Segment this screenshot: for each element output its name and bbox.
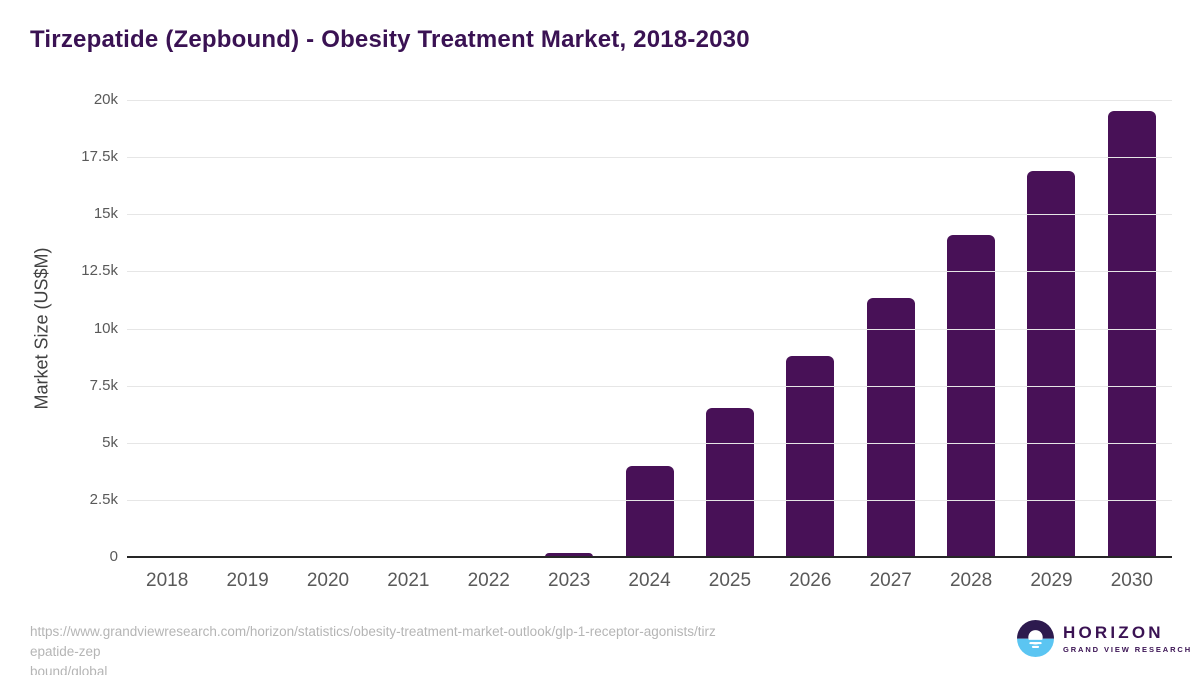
bar-column-2023 xyxy=(529,100,609,557)
y-axis-labels: 0 2.5k 5k 7.5k 10k 12.5k 15k 17.5k 20k xyxy=(0,91,118,565)
source-url-line2: bound/global xyxy=(30,664,108,675)
y-axis-tick-label: 10k xyxy=(93,319,118,337)
bar-2026[interactable] xyxy=(786,355,835,557)
horizon-sun-icon xyxy=(1017,620,1054,657)
y-axis-tick-label: 15k xyxy=(93,205,118,223)
bar-column-2027 xyxy=(851,100,931,557)
gridline xyxy=(127,157,1172,159)
y-axis-tick-label: 12.5k xyxy=(81,262,118,280)
x-axis-tick-label: 2024 xyxy=(628,570,671,591)
bar-2023[interactable] xyxy=(545,552,594,557)
x-axis-labels: 2018 2019 2020 2021 2022 2023 2024 2025 2026 2027… xyxy=(127,570,1172,592)
bar-column-2028 xyxy=(931,100,1011,557)
bar-column-2030 xyxy=(1092,100,1172,557)
gridline xyxy=(127,328,1172,330)
logo-subtitle: GRAND VIEW RESEARCH xyxy=(1063,644,1193,654)
gridline xyxy=(127,385,1172,387)
y-axis-tick-label: 7.5k xyxy=(89,376,118,394)
bar-column-2025 xyxy=(690,100,770,557)
gridline xyxy=(127,271,1172,273)
gridline xyxy=(127,442,1172,444)
gridline xyxy=(127,214,1172,216)
x-axis-tick-label: 2025 xyxy=(708,570,752,591)
x-axis-tick-label: 2027 xyxy=(869,570,912,591)
bars-row xyxy=(127,100,1172,557)
gridline xyxy=(127,100,1172,101)
bar-column-2024 xyxy=(609,100,689,557)
y-axis-tick-label: 20k xyxy=(93,91,118,108)
x-axis-baseline xyxy=(127,556,1172,558)
bar-2025[interactable] xyxy=(705,408,754,557)
plot-area xyxy=(127,100,1172,558)
x-axis-tick-label: 2023 xyxy=(548,570,591,591)
bar-2030[interactable] xyxy=(1107,110,1156,557)
logo-name: HORIZON xyxy=(1063,622,1164,642)
x-axis-tick-label: 2021 xyxy=(387,570,430,591)
y-axis-tick-label: 5k xyxy=(102,433,118,451)
bar-2029[interactable] xyxy=(1027,170,1076,557)
x-axis-tick-label: 2022 xyxy=(467,570,510,591)
y-axis-tick-label: 2.5k xyxy=(89,490,118,508)
source-url: https://www.grandviewresearch.com/horizo… xyxy=(30,622,720,675)
bar-column-2029 xyxy=(1011,100,1091,557)
y-axis-tick-label: 0 xyxy=(109,548,118,565)
chart-title: Tirzepatide (Zepbound) - Obesity Treatme… xyxy=(30,26,750,53)
bar-column-2026 xyxy=(770,100,850,557)
x-axis-tick-label: 2028 xyxy=(949,570,993,591)
logo-text: HORIZON GRAND VIEW RESEARCH xyxy=(1063,622,1193,654)
bar-2027[interactable] xyxy=(866,297,915,557)
gridline xyxy=(127,499,1172,501)
horizon-logo: HORIZON GRAND VIEW RESEARCH xyxy=(1017,620,1192,657)
x-axis-tick-label: 2018 xyxy=(146,570,189,591)
x-axis-tick-label: 2030 xyxy=(1110,570,1154,591)
x-axis-tick-label: 2029 xyxy=(1030,570,1073,591)
bar-2024[interactable] xyxy=(625,465,674,557)
y-axis-tick-label: 17.5k xyxy=(81,148,118,166)
bar-2028[interactable] xyxy=(947,234,996,557)
x-axis-tick-label: 2020 xyxy=(306,570,350,591)
x-axis-tick-label: 2019 xyxy=(226,570,269,591)
x-axis-tick-label: 2026 xyxy=(789,570,832,591)
source-url-line1: https://www.grandviewresearch.com/horizo… xyxy=(30,624,716,659)
